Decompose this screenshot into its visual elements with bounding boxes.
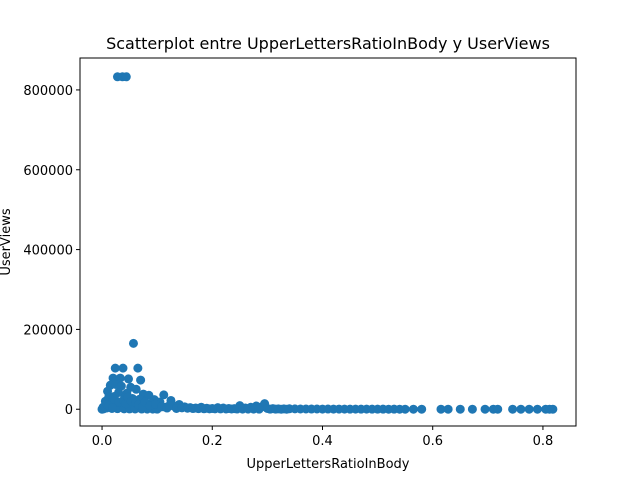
x-tick-label: 0.0 [92, 434, 113, 449]
y-axis-label: UserViews [0, 208, 14, 275]
data-point [467, 404, 477, 414]
plot-frame [79, 57, 577, 427]
data-point [282, 404, 292, 414]
data-point [532, 404, 542, 414]
data-point [118, 363, 128, 373]
data-point [128, 338, 138, 348]
chart-title: Scatterplot entre UpperLettersRatioInBod… [106, 34, 550, 53]
x-tick-label: 0.8 [533, 434, 554, 449]
y-tick-label: 600000 [23, 164, 73, 179]
data-point [417, 404, 427, 414]
data-point [524, 404, 534, 414]
x-tick-label: 0.2 [202, 434, 223, 449]
y-tick-label: 800000 [23, 84, 73, 99]
data-point [133, 363, 143, 373]
data-point [508, 404, 518, 414]
data-point [480, 404, 490, 414]
data-point [443, 404, 453, 414]
points-layer [97, 72, 558, 414]
ticks-layer: 0.0 0.2 0.4 0.6 0.8 0 200000 400000 600000 800000 [23, 84, 553, 449]
data-point [400, 404, 410, 414]
x-tick-label: 0.6 [422, 434, 443, 449]
data-point [121, 72, 131, 82]
y-tick-label: 0 [65, 403, 73, 418]
data-point [159, 390, 169, 400]
data-point [516, 404, 526, 414]
data-point [254, 404, 264, 414]
data-point [455, 404, 465, 414]
data-point [408, 404, 418, 414]
x-axis-label: UpperLettersRatioInBody [247, 457, 410, 472]
data-point [124, 374, 133, 384]
data-point [493, 404, 503, 414]
data-point [136, 375, 146, 385]
data-point [436, 404, 446, 414]
data-point [131, 384, 141, 394]
data-point [108, 403, 118, 413]
data-point [115, 373, 125, 383]
data-point [548, 404, 558, 414]
x-tick-label: 0.4 [312, 434, 333, 449]
data-point [110, 363, 120, 373]
y-tick-label: 200000 [23, 323, 73, 338]
data-point [164, 401, 174, 411]
y-tick-label: 400000 [23, 244, 73, 259]
